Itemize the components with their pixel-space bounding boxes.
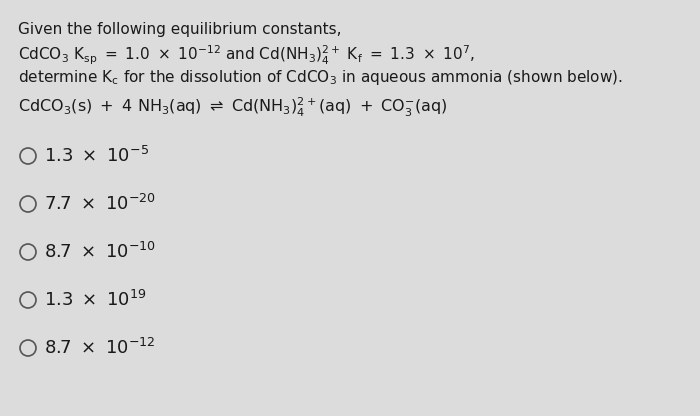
Text: Given the following equilibrium constants,: Given the following equilibrium constant… [18, 22, 342, 37]
Text: $\mathrm{1.3\ \times\ 10^{-5}}$: $\mathrm{1.3\ \times\ 10^{-5}}$ [44, 146, 149, 166]
Text: $\mathrm{determine\ K_c\ for\ the\ dissolution\ of\ CdCO_3\ in\ aqueous\ ammonia: $\mathrm{determine\ K_c\ for\ the\ disso… [18, 68, 623, 87]
Text: $\mathrm{1.3\ \times\ 10^{19}}$: $\mathrm{1.3\ \times\ 10^{19}}$ [44, 290, 146, 310]
Text: $\mathrm{8.7\ \times\ 10^{-10}}$: $\mathrm{8.7\ \times\ 10^{-10}}$ [44, 242, 156, 262]
Text: $\mathrm{CdCO_3\ K_{sp}\ =\ 1.0\ \times\ 10^{-12}\ and\ Cd(NH_3)_4^{2+}\ K_f\ =\: $\mathrm{CdCO_3\ K_{sp}\ =\ 1.0\ \times\… [18, 44, 475, 67]
Text: $\mathrm{8.7\ \times\ 10^{-12}}$: $\mathrm{8.7\ \times\ 10^{-12}}$ [44, 338, 155, 358]
Text: $\mathrm{CdCO_3(s)\ +\ 4\ NH_3(aq)\ \rightleftharpoons\ Cd(NH_3)_4^{2+}(aq)\ +\ : $\mathrm{CdCO_3(s)\ +\ 4\ NH_3(aq)\ \rig… [18, 96, 447, 119]
Text: $\mathrm{7.7\ \times\ 10^{-20}}$: $\mathrm{7.7\ \times\ 10^{-20}}$ [44, 194, 156, 214]
